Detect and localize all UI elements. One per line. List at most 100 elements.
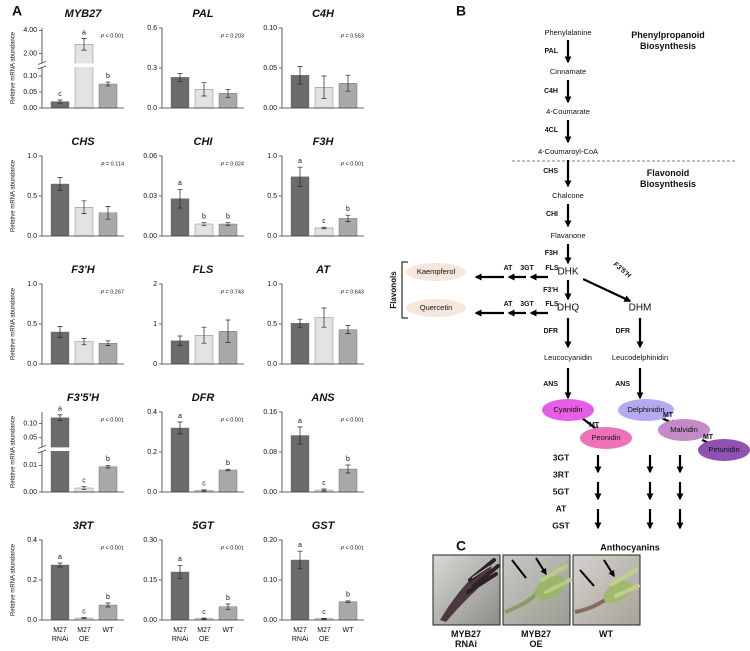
enzyme-label: 5GT	[553, 486, 570, 496]
enzyme-label: 3GT	[520, 265, 534, 272]
chart-title: MYB27	[65, 8, 103, 20]
bar-chart: 3RT p < 0.001 Relative mRNA abundance 0.0 0.…	[11, 520, 124, 643]
bar-chart: PAL p = 0.203 0.0 0.3 0.6	[147, 8, 244, 112]
error-bar	[321, 618, 327, 620]
significance-letter: c	[82, 608, 86, 615]
significance-letter: b	[106, 73, 110, 80]
significance-letter: a	[82, 29, 86, 36]
arrow	[582, 278, 632, 302]
y-tick-label: 0.3	[147, 65, 157, 72]
bar-chart: F3'5'H p < 0.001 Relative mRNA abundance 0.…	[11, 392, 124, 496]
error-bar	[297, 550, 303, 570]
enzyme-label: AT	[504, 265, 514, 272]
error-bar	[297, 166, 303, 187]
error-bar	[225, 319, 231, 343]
compound-label: DHM	[629, 303, 652, 314]
y-tick-label: 0.00	[143, 233, 157, 240]
y-tick-label: 4.00	[23, 27, 37, 34]
compound-node	[658, 419, 710, 441]
compound-label: Chalcone	[552, 191, 584, 200]
compound-node	[618, 399, 674, 421]
compound-label: Delphinidin	[627, 405, 664, 414]
annotation: p < 0.001	[340, 161, 364, 167]
chart-title: ANS	[310, 392, 335, 404]
annotation: p < 0.001	[340, 545, 364, 551]
photo-label: MYB27 OE	[521, 629, 551, 649]
y-tick-label: 0.00	[263, 489, 277, 496]
bar	[170, 77, 190, 109]
y-tick-label: 0.0	[147, 489, 157, 496]
bar	[98, 83, 118, 109]
chart-title: CHI	[194, 136, 214, 148]
axis-break	[38, 447, 124, 451]
error-bar	[297, 318, 303, 328]
y-tick-label: 0.0	[27, 617, 37, 624]
significance-letter: b	[226, 214, 230, 221]
error-bar	[177, 421, 183, 435]
significance-letter: c	[202, 609, 206, 616]
compound-label: Malvidin	[670, 425, 698, 434]
error-bar	[57, 99, 63, 104]
error-bar	[345, 214, 351, 222]
error-bar	[105, 206, 111, 220]
error-bar	[57, 414, 63, 421]
chart-title: CHS	[71, 136, 95, 148]
y-tick-label: 0.00	[263, 105, 277, 112]
error-bar	[345, 325, 351, 334]
annotation: p < 0.001	[220, 545, 244, 551]
heading: Flavonols	[389, 271, 398, 309]
bar	[50, 183, 70, 237]
enzyme-label: ANS	[615, 381, 630, 388]
significance-letter: b	[346, 592, 350, 599]
compound-label: Cyanidin	[553, 405, 582, 414]
y-tick-label: 0.5	[267, 193, 277, 200]
error-bar	[345, 464, 351, 474]
y-tick-label: 0.2	[147, 449, 157, 456]
enzyme-label: 3GT	[520, 301, 534, 308]
enzyme-label: CHI	[546, 211, 558, 218]
bar	[50, 564, 70, 621]
enzyme-label: 3RT	[553, 469, 570, 479]
annotation: p < 0.001	[100, 417, 124, 423]
heading: Phenylpropanoid Biosynthesis	[631, 30, 705, 51]
y-axis-label: Relative mRNA abundance	[11, 31, 17, 104]
annotation: p = 0.024	[220, 161, 244, 167]
compound-node	[698, 439, 750, 461]
y-tick-label: 0.03	[143, 193, 157, 200]
enzyme-label: DFR	[616, 328, 630, 335]
error-bar	[321, 488, 327, 492]
panel-label: B	[456, 3, 466, 19]
y-tick-label: 0.5	[27, 321, 37, 328]
enzyme-label: GST	[552, 520, 570, 530]
panel-label: C	[456, 538, 466, 554]
y-axis-label: Relative mRNA abundance	[11, 287, 17, 360]
significance-letter: c	[322, 609, 326, 616]
annotation: p = 0.553	[340, 33, 364, 39]
significance-letter: b	[106, 456, 110, 463]
annotation: p = 0.203	[220, 33, 244, 39]
y-tick-label: 0.0	[267, 361, 277, 368]
x-tick-label: WT	[223, 627, 235, 634]
y-tick-label: 0.4	[27, 537, 37, 544]
bar	[218, 223, 238, 237]
x-tick-label: WT	[103, 627, 115, 634]
bar-chart: C4H p = 0.553 0.00 0.05 0.10	[263, 8, 364, 112]
significance-letter: c	[82, 478, 86, 485]
x-tick-label: WT	[343, 627, 355, 634]
y-tick-label: 0	[153, 361, 157, 368]
y-tick-label: 0.16	[263, 409, 277, 416]
enzyme-label: CHS	[543, 168, 558, 175]
y-tick-label: 0.05	[23, 435, 37, 442]
y-axis-label: Relative mRNA abundance	[11, 159, 17, 232]
compound-label: 4-Coumaroyl-CoA	[538, 147, 598, 156]
chart-title: PAL	[192, 8, 213, 20]
error-bar	[57, 326, 63, 338]
enzyme-label: C4H	[544, 88, 558, 95]
error-bar	[201, 82, 207, 97]
annotation: p = 0.267	[100, 289, 124, 295]
enzyme-label: DFR	[544, 328, 558, 335]
compound-label: Kaempferol	[417, 267, 456, 276]
y-tick-label: 0.6	[147, 25, 157, 32]
y-tick-label: 2	[153, 281, 157, 288]
